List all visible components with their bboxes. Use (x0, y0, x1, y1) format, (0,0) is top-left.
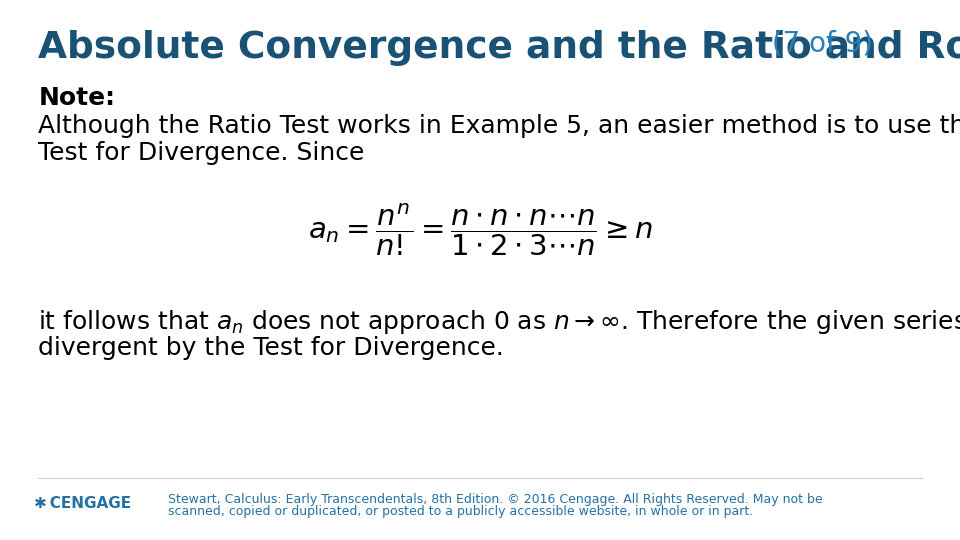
Text: scanned, copied or duplicated, or posted to a publicly accessible website, in wh: scanned, copied or duplicated, or posted… (168, 505, 754, 518)
Text: Test for Divergence. Since: Test for Divergence. Since (38, 141, 365, 165)
Text: it follows that $a_n$ does not approach 0 as $n \to \infty$. Therefore the given: it follows that $a_n$ does not approach … (38, 308, 960, 336)
Text: $a_n = \dfrac{n^n}{n!} = \dfrac{n \cdot n \cdot n \cdots n}{1 \cdot 2 \cdot 3 \c: $a_n = \dfrac{n^n}{n!} = \dfrac{n \cdot … (307, 201, 653, 258)
Text: Note:: Note: (38, 86, 115, 110)
Text: Absolute Convergence and the Ratio and Root Tests: Absolute Convergence and the Ratio and R… (38, 30, 960, 66)
Text: divergent by the Test for Divergence.: divergent by the Test for Divergence. (38, 336, 504, 360)
Text: Stewart, Calculus: Early Transcendentals, 8th Edition. © 2016 Cengage. All Right: Stewart, Calculus: Early Transcendentals… (168, 493, 823, 506)
Text: (7 of 9): (7 of 9) (763, 30, 874, 58)
Text: Although the Ratio Test works in Example 5, an easier method is to use the: Although the Ratio Test works in Example… (38, 114, 960, 138)
Text: ✱ CENGAGE: ✱ CENGAGE (34, 496, 131, 511)
